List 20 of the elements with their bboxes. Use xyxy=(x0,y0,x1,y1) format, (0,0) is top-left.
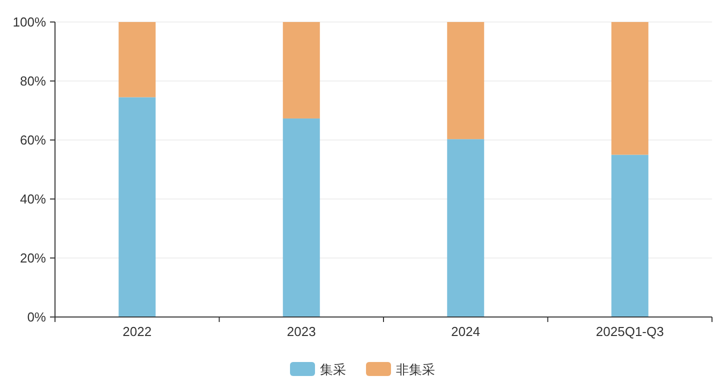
bar xyxy=(282,118,320,317)
bar xyxy=(118,97,156,317)
x-tick-label: 2022 xyxy=(122,324,152,339)
legend-label: 集采 xyxy=(320,362,346,377)
y-tick-label: 60% xyxy=(20,132,46,148)
y-tick-label: 80% xyxy=(20,74,46,88)
x-tick-label: 2023 xyxy=(286,324,316,339)
bar xyxy=(118,22,156,98)
bar xyxy=(282,22,320,118)
y-tick-label: 0% xyxy=(27,310,46,324)
x-tick-label: 2025Q1-Q3 xyxy=(596,324,664,339)
legend-label: 非集采 xyxy=(396,362,435,377)
bar xyxy=(447,139,484,317)
x-tick-label: 2024 xyxy=(451,324,480,339)
bar xyxy=(447,22,484,140)
y-tick-label: 20% xyxy=(20,250,46,266)
bar xyxy=(611,154,648,317)
bar xyxy=(611,22,648,155)
y-tick-label: 40% xyxy=(20,192,46,206)
y-tick-label: 100% xyxy=(12,14,46,30)
